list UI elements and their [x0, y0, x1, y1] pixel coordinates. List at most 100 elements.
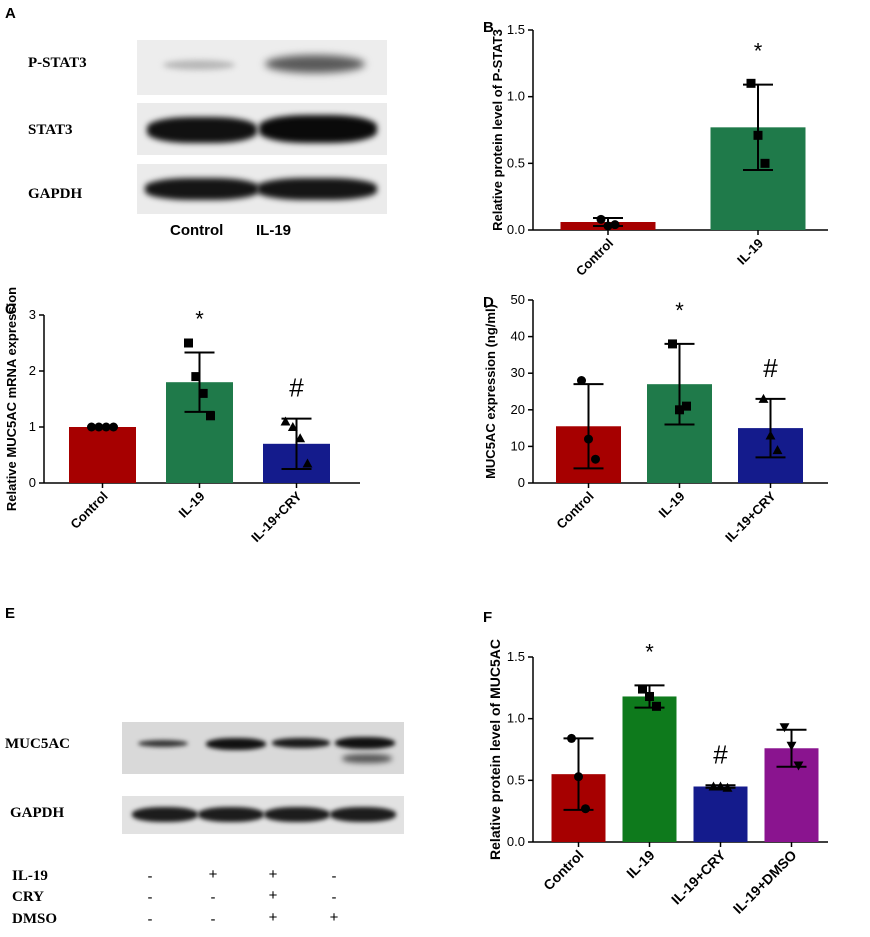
significance-mark: #	[289, 373, 304, 403]
data-point	[596, 214, 606, 224]
data-point	[668, 339, 677, 349]
blot-band	[272, 738, 330, 748]
blot-band	[145, 178, 259, 200]
significance-mark: #	[713, 739, 728, 769]
y-tick-label: 30	[511, 365, 525, 380]
data-point	[94, 422, 104, 432]
data-point	[682, 401, 691, 411]
data-point	[581, 804, 590, 814]
y-axis-label: Relative MUC5AC mRNA expression	[4, 287, 19, 511]
blot-row-label: P-STAT3	[28, 55, 87, 71]
treatment-sign: -	[210, 911, 216, 928]
significance-mark: *	[675, 298, 684, 323]
y-tick-label: 0	[29, 475, 36, 490]
data-point	[779, 723, 790, 733]
y-tick-label: 50	[511, 292, 525, 307]
bar	[693, 786, 748, 842]
treatment-label: DMSO	[12, 911, 57, 927]
panel-letter-e: E	[5, 605, 16, 622]
data-point	[772, 445, 783, 455]
y-tick-label: 10	[511, 438, 525, 453]
data-point	[87, 422, 96, 432]
data-point	[184, 338, 193, 348]
chart-f: F 0.0 0.5 1.0 1.5 Relative protein level of M…	[483, 609, 828, 917]
treatment-label: CRY	[12, 889, 44, 905]
data-point	[198, 388, 208, 398]
x-tick-label: IL-19+CRY	[248, 488, 305, 545]
data-point	[652, 701, 661, 711]
treatment-sign: -	[147, 868, 153, 885]
significance-mark: #	[763, 353, 778, 383]
blot-row-label: STAT3	[28, 122, 73, 138]
treatment-sign: -	[147, 911, 153, 928]
bar	[622, 696, 677, 842]
treatment-sign: +	[268, 909, 278, 926]
y-tick-label: 0	[518, 475, 525, 490]
data-point	[786, 741, 797, 751]
treatment-sign: -	[210, 889, 216, 906]
y-tick-label: 1	[29, 419, 36, 434]
data-point	[746, 78, 756, 88]
blot-lane-label: IL-19	[256, 222, 292, 239]
blot-row-label: GAPDH	[10, 805, 65, 821]
blot-band	[257, 178, 377, 200]
blot-band	[330, 807, 396, 822]
bar	[69, 427, 136, 483]
data-point	[753, 130, 763, 140]
blot-band	[335, 737, 395, 749]
blot-row-label: MUC5AC	[5, 736, 70, 752]
treatment-sign: -	[147, 889, 153, 906]
panel-letter: F	[483, 609, 492, 626]
y-tick-label: 1.5	[507, 22, 525, 37]
x-tick-label: IL-19+DMSO	[730, 847, 800, 917]
x-tick-label: Control	[540, 847, 587, 894]
data-point	[577, 376, 586, 386]
blot-row-label: GAPDH	[28, 186, 83, 202]
chart-d: D 0 10 20 30 40 50 MUC5AC expression (ng/ml) Con…	[483, 292, 828, 545]
treatment-sign: -	[331, 868, 337, 885]
blot-strip-stat3	[137, 103, 387, 155]
x-tick-label: IL-19+CRY	[722, 488, 779, 545]
significance-mark: *	[754, 39, 763, 64]
y-tick-label: 0.0	[507, 834, 525, 849]
x-tick-label: IL-19	[656, 489, 688, 521]
data-point	[758, 393, 769, 403]
data-point	[287, 422, 298, 432]
panel-letter: C	[5, 301, 16, 318]
x-tick-label: IL-19	[623, 847, 658, 882]
y-axis-label: Relative protein level of MUC5AC	[487, 639, 503, 860]
y-tick-label: 0.5	[507, 155, 525, 170]
data-point	[722, 782, 733, 792]
y-tick-label: 2	[29, 363, 36, 378]
data-point	[206, 411, 215, 421]
x-tick-label: IL-19	[176, 489, 208, 521]
blot-strip-muc5ac	[122, 722, 404, 774]
blot-band	[163, 60, 235, 70]
treatment-sign: +	[268, 887, 278, 904]
panel-letter: D	[483, 294, 494, 311]
blot-band	[265, 55, 365, 73]
data-point	[760, 158, 770, 168]
panel-letter-a: A	[5, 5, 16, 22]
x-tick-label: IL-19+CRY	[668, 846, 729, 907]
blot-band	[147, 117, 257, 143]
y-tick-label: 1.0	[507, 89, 525, 104]
treatment-sign: +	[329, 909, 339, 926]
data-point	[302, 458, 313, 468]
chart-c: C 0 1 2 3 Relative MUC5AC mRNA expression Cont…	[4, 287, 360, 545]
data-point	[765, 430, 776, 440]
y-tick-label: 20	[511, 402, 525, 417]
y-tick-label: 3	[29, 307, 36, 322]
data-point	[603, 221, 613, 231]
data-point	[101, 422, 111, 432]
y-axis-label: Relative protein level of P-STAT3	[490, 29, 505, 231]
y-axis-label: MUC5AC expression (ng/ml)	[483, 304, 498, 479]
y-tick-label: 40	[511, 329, 525, 344]
treatment-sign: +	[268, 866, 278, 883]
blot-band	[259, 115, 377, 143]
data-point	[295, 433, 306, 443]
data-point	[708, 781, 719, 791]
blot-band	[198, 807, 264, 822]
blot-band	[342, 754, 392, 763]
